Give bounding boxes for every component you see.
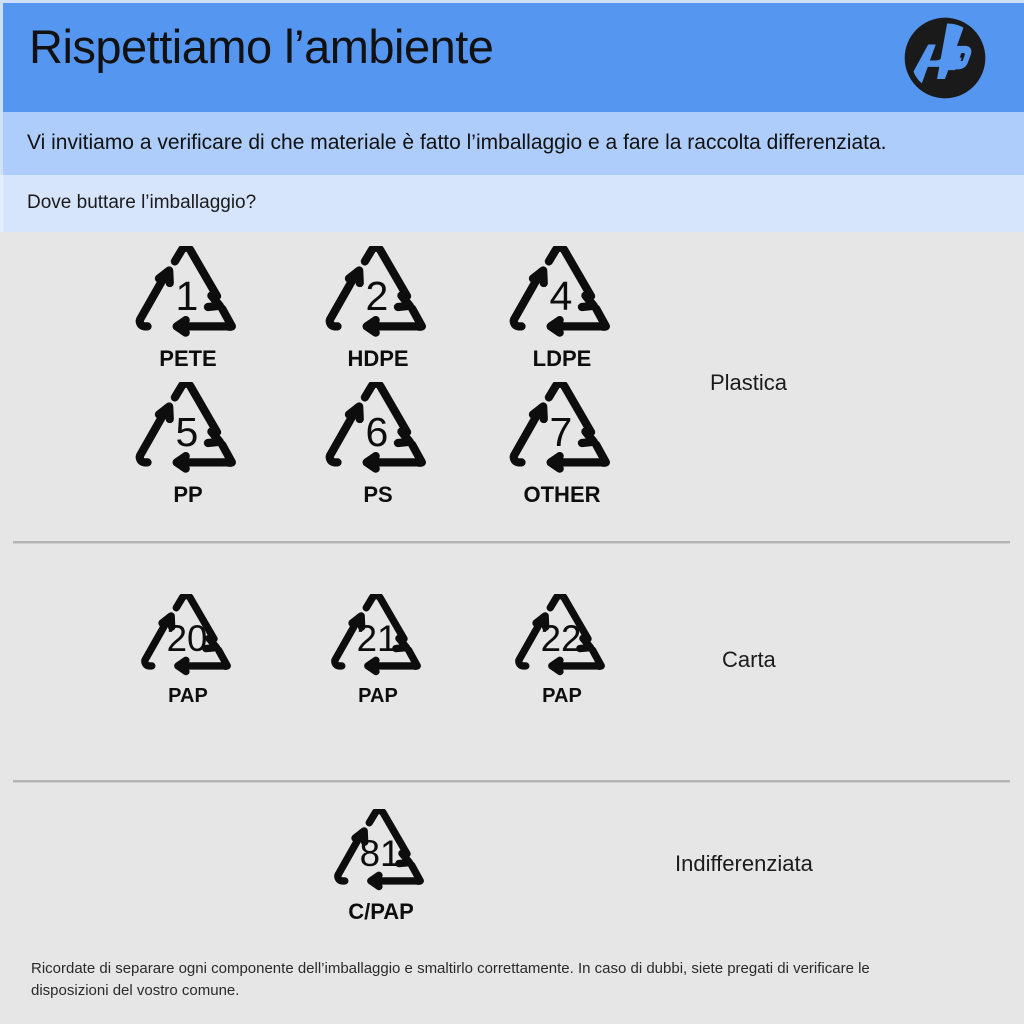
mobius-loop-icon: 22 bbox=[515, 594, 605, 676]
question-left-edge bbox=[0, 175, 3, 232]
recycling-symbol-pap-22: 22 PAP bbox=[511, 594, 613, 706]
recycling-symbol-label: LDPE bbox=[532, 346, 592, 372]
recycling-symbol-label: PS bbox=[363, 482, 393, 508]
subtitle-text: Vi invitiamo a verificare di che materia… bbox=[27, 131, 887, 154]
recycling-symbol-pp: 5 PP bbox=[131, 382, 245, 506]
category-label-carta: Carta bbox=[722, 647, 776, 672]
question-band: Dove buttare l’imballaggio? bbox=[0, 175, 1024, 232]
footer-note: Ricordate di separare ogni componente de… bbox=[31, 960, 870, 999]
recycling-symbol-label: PAP bbox=[168, 684, 208, 707]
recycling-symbol-ldpe: 4 LDPE bbox=[505, 246, 619, 370]
question-text: Dove buttare l’imballaggio? bbox=[27, 192, 257, 213]
recycling-code-number: 21 bbox=[357, 618, 398, 659]
recycling-symbol-pap-20: 20 PAP bbox=[137, 594, 239, 706]
mobius-loop-icon: 2 bbox=[325, 246, 426, 337]
mobius-loop-icon: 6 bbox=[325, 382, 426, 473]
mobius-loop-icon: 7 bbox=[509, 382, 610, 473]
subtitle-band: Vi invitiamo a verificare di che materia… bbox=[0, 112, 1024, 175]
recycling-code-number: 20 bbox=[167, 618, 208, 659]
header-top-edge bbox=[0, 0, 1024, 3]
recycling-code-number: 2 bbox=[365, 273, 388, 319]
recycling-symbol-label: PAP bbox=[542, 684, 582, 707]
subtitle-left-edge bbox=[0, 112, 3, 175]
recycling-symbol-label: HDPE bbox=[347, 346, 409, 372]
section-divider-2 bbox=[13, 780, 1010, 783]
recycling-code-number: 81 bbox=[360, 833, 401, 874]
recycling-symbol-label: C/PAP bbox=[348, 898, 414, 924]
recycling-symbol-hdpe: 2 HDPE bbox=[321, 246, 435, 370]
recycling-symbol-label: PAP bbox=[358, 684, 398, 707]
recycling-symbol-label: PP bbox=[173, 482, 203, 508]
mobius-loop-icon: 1 bbox=[135, 246, 236, 337]
mobius-loop-icon: 20 bbox=[141, 594, 231, 676]
recycling-symbol-label: PETE bbox=[159, 346, 217, 372]
recycling-code-number: 7 bbox=[549, 409, 572, 455]
mobius-loop-icon: 4 bbox=[509, 246, 610, 337]
recycling-code-number: 1 bbox=[175, 273, 198, 319]
recycling-symbol-ps: 6 PS bbox=[321, 382, 435, 506]
recycling-code-number: 22 bbox=[541, 618, 582, 659]
header-left-edge bbox=[0, 0, 3, 112]
mobius-loop-icon: 21 bbox=[331, 594, 421, 676]
recycling-code-number: 4 bbox=[549, 273, 572, 319]
recycling-code-number: 6 bbox=[365, 409, 388, 455]
recycling-code-number: 5 bbox=[175, 409, 198, 455]
recycling-symbol-other: 7 OTHER bbox=[505, 382, 619, 506]
page-title: Rispettiamo l’ambiente bbox=[29, 20, 494, 73]
recycling-symbol-cpap-81: 81 C/PAP bbox=[330, 809, 432, 923]
header-band: Rispettiamo l’ambiente bbox=[0, 0, 1024, 112]
mobius-loop-icon: 81 bbox=[334, 809, 424, 891]
category-label-plastica: Plastica bbox=[710, 370, 788, 395]
hp-logo-icon bbox=[904, 17, 986, 99]
recycling-symbol-pap-21: 21 PAP bbox=[327, 594, 429, 706]
mobius-loop-icon: 5 bbox=[135, 382, 236, 473]
content-area: 1 PETE 2 HDPE 4 LDPE 5 PP 6 PS 7 OTHER Plastic… bbox=[0, 232, 1024, 1024]
section-divider-1 bbox=[13, 541, 1010, 544]
recycling-symbol-label: OTHER bbox=[523, 482, 601, 508]
category-label-indifferenziata: Indifferenziata bbox=[675, 851, 813, 876]
recycling-symbol-pete: 1 PETE bbox=[131, 246, 245, 370]
